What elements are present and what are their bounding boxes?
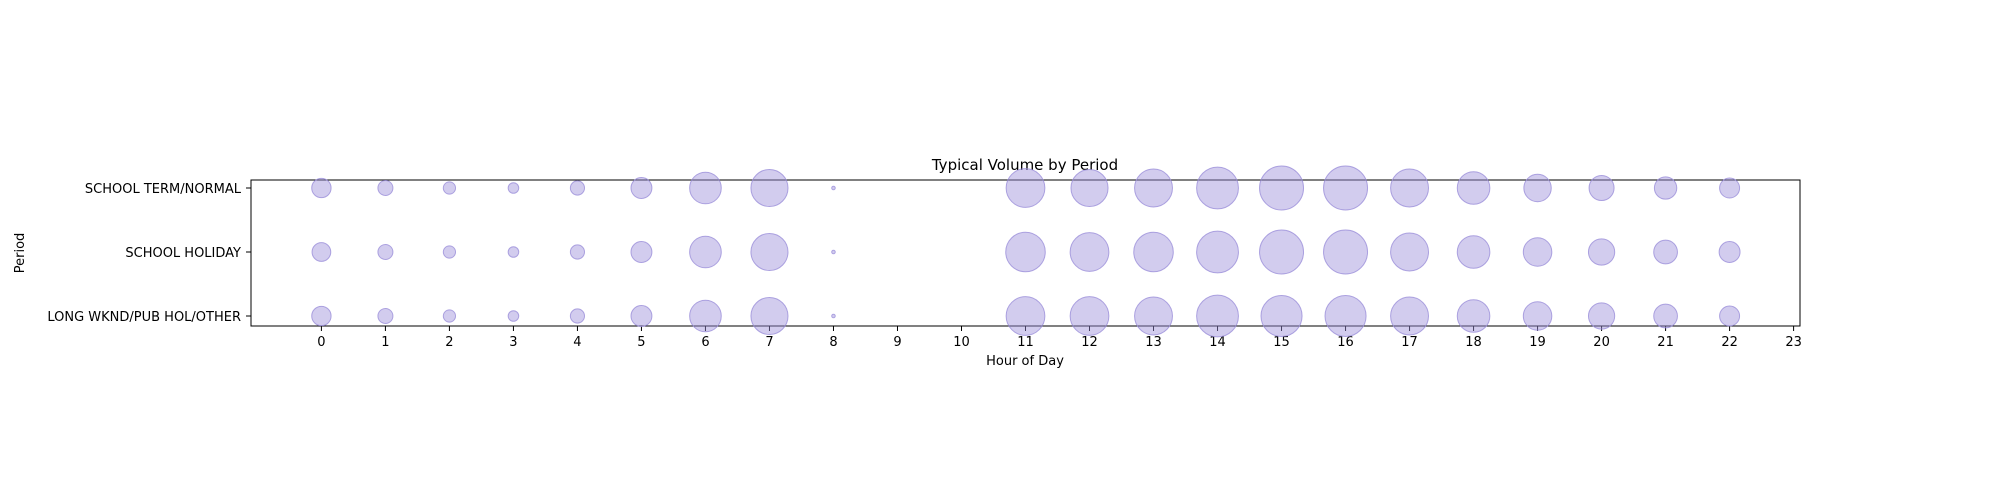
bubble-point: [1005, 231, 1046, 273]
bubble-point: [750, 168, 789, 208]
x-tick-label: 0: [317, 335, 325, 350]
bubble-point: [1718, 241, 1741, 263]
x-tick-label: 13: [1145, 335, 1162, 350]
bubble-point: [311, 305, 332, 327]
y-axis: SCHOOL TERM/NORMAL SCHOOL HOLIDAY LONG WKN…: [47, 182, 251, 325]
x-tick-label: 20: [1593, 335, 1610, 350]
bubble-point: [630, 305, 653, 327]
bubble-point: [1259, 165, 1305, 211]
bubble-point: [1323, 165, 1369, 211]
bubble-point: [1324, 294, 1367, 338]
x-tick-label: 3: [509, 335, 517, 350]
bubble-point: [442, 245, 457, 259]
bubble-point: [507, 310, 520, 322]
bubble-point: [1587, 302, 1616, 330]
bubble-point: [750, 232, 789, 272]
bubble-point: [507, 182, 520, 194]
bubble-point: [1196, 230, 1239, 274]
x-tick-label: 16: [1337, 335, 1354, 350]
bubble-point: [1323, 229, 1369, 275]
x-tick-label: 8: [829, 335, 837, 350]
bubble-point: [569, 180, 586, 196]
x-tick-label: 9: [893, 335, 901, 350]
bubble-point: [1134, 296, 1173, 336]
x-tick-label: 6: [701, 335, 709, 350]
bubble-point: [311, 177, 332, 199]
bubble-point: [1390, 296, 1429, 336]
x-tick-label: 1: [381, 335, 389, 350]
y-tick-label: SCHOOL TERM/NORMAL: [85, 182, 242, 197]
bubble-point: [1523, 173, 1552, 203]
x-tick-label: 7: [765, 335, 773, 350]
bubble-point: [1719, 305, 1741, 327]
bubble-point: [442, 309, 457, 323]
bubble-point: [1005, 296, 1046, 336]
x-tick-label: 19: [1529, 335, 1546, 350]
y-tick-label: LONG WKND/PUB HOL/OTHER: [47, 310, 241, 325]
bubble-point: [1456, 299, 1491, 333]
x-tick-label: 10: [953, 335, 970, 350]
bubble-point: [1390, 168, 1429, 208]
bubble-point: [377, 308, 394, 324]
bubble-point: [1653, 239, 1678, 265]
bubble-point: [1133, 231, 1174, 273]
chart-title: Typical Volume by Period: [931, 156, 1118, 174]
bubble-point: [1390, 232, 1429, 272]
bubble-point: [1522, 301, 1553, 331]
bubble-point: [1456, 171, 1491, 205]
bubble-point: [1522, 237, 1553, 267]
x-tick-label: 23: [1785, 335, 1802, 350]
bubble-point: [1456, 235, 1491, 269]
bubble-point: [1070, 168, 1109, 208]
x-axis-title: Hour of Day: [986, 354, 1064, 369]
x-tick-label: 21: [1657, 335, 1674, 350]
bubble-point: [311, 242, 332, 262]
bubble-point: [507, 246, 520, 258]
x-tick-label: 11: [1017, 335, 1034, 350]
bubble-point: [1196, 166, 1239, 210]
plot-area: [250, 179, 1801, 327]
bubble-point: [1719, 177, 1741, 199]
bubble-point: [689, 299, 722, 333]
bubble-point: [831, 185, 836, 191]
bubble-point: [442, 181, 457, 195]
x-tick-label: 2: [445, 335, 453, 350]
bubble-point: [630, 241, 653, 263]
bubble-layer: [311, 165, 1741, 338]
bubble-point: [569, 244, 586, 260]
bubble-point: [569, 308, 586, 324]
x-tick-label: 14: [1209, 335, 1226, 350]
bubble-point: [1587, 238, 1616, 266]
bubble-point: [831, 249, 836, 255]
bubble-point: [377, 180, 394, 196]
bubble-point: [1005, 168, 1046, 208]
bubble-point: [689, 171, 722, 205]
y-tick-label: SCHOOL HOLIDAY: [125, 246, 241, 261]
bubble-point: [831, 313, 836, 319]
x-tick-label: 5: [637, 335, 645, 350]
bubble-point: [750, 296, 789, 336]
bubble-point: [630, 177, 653, 199]
bubble-point: [1259, 229, 1305, 275]
x-axis: 0 1 2 3 4 5 6 7 8 9 10 11 12 13 14 15 16 17 18 19 20 21 22 23: [317, 326, 1802, 350]
y-axis-title: Period: [13, 233, 28, 274]
bubble-point: [689, 235, 722, 269]
x-tick-label: 17: [1401, 335, 1418, 350]
bubble-point: [1653, 303, 1678, 329]
x-tick-label: 22: [1721, 335, 1738, 350]
bubble-point: [1588, 175, 1615, 201]
bubble-point: [1069, 232, 1110, 272]
bubble-point: [377, 244, 394, 260]
bubble-point: [1653, 176, 1678, 200]
bubble-point: [1134, 168, 1173, 208]
x-tick-label: 4: [573, 335, 581, 350]
x-tick-label: 12: [1081, 335, 1098, 350]
x-tick-label: 15: [1273, 335, 1290, 350]
x-tick-label: 18: [1465, 335, 1482, 350]
bubble-point: [1260, 294, 1303, 338]
bubble-point: [1069, 296, 1110, 336]
bubble-point: [1196, 294, 1239, 338]
